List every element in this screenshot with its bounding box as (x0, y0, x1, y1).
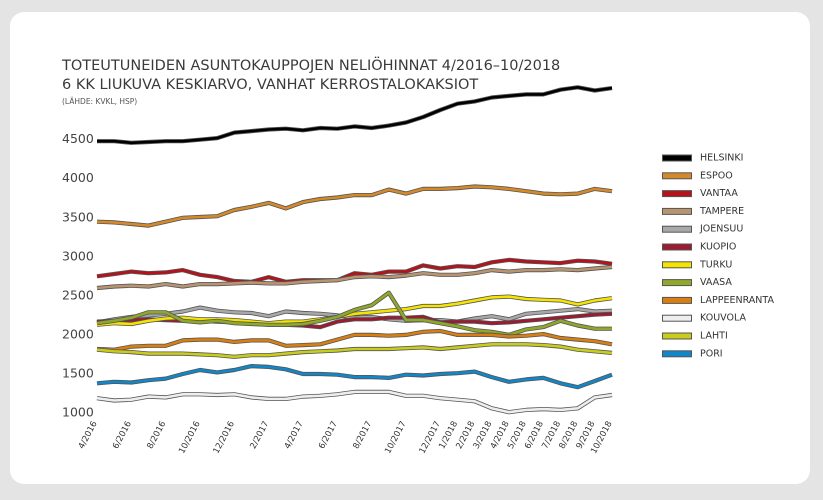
legend-label: KUOPIO (700, 242, 736, 253)
series-line (97, 86, 613, 145)
y-tick-label: 4000 (62, 170, 94, 185)
legend-swatch (663, 280, 691, 286)
chart-source: (LÄHDE: KVKL, HSP) (62, 97, 137, 106)
legend-swatch (663, 297, 691, 303)
series-line (96, 291, 612, 337)
x-tick-label: 4/2016 (77, 420, 100, 451)
legend-swatch (663, 244, 691, 250)
chart-title: TOTEUTUNEIDEN ASUNTOKAUPPOJEN NELIÖHINNA… (61, 56, 560, 74)
legend-swatch (663, 262, 691, 268)
legend-swatch (663, 333, 691, 339)
series-line (96, 295, 613, 327)
legend-swatch (663, 226, 691, 232)
legend-label: LAPPEENRANTA (700, 295, 774, 306)
x-tick-label: 8/2016 (145, 420, 168, 451)
legend-label: JOENSUU (699, 224, 743, 235)
legend-swatch (663, 208, 691, 214)
x-tick-label: 8/2017 (351, 420, 374, 451)
x-tick-label: 6/2016 (111, 420, 134, 451)
chart-subtitle: 6 KK LIUKUVA KESKIARVO, VANHAT KERROSTAL… (62, 77, 478, 93)
legend-label: ESPOO (700, 170, 733, 181)
legend-label: LAHTI (700, 331, 728, 342)
line-outline (96, 342, 613, 359)
legend-label: HELSINKI (700, 153, 743, 164)
series-line (96, 390, 613, 414)
x-tick-label: 12/2016 (212, 420, 237, 456)
legend-label: VAASA (700, 277, 732, 288)
series-line (96, 185, 613, 227)
series-line (96, 258, 613, 284)
legend-label: TAMPERE (699, 206, 744, 217)
y-tick-label: 2000 (62, 326, 94, 341)
y-tick-label: 1500 (62, 365, 94, 380)
x-tick-label: 10/2016 (177, 420, 202, 456)
x-tick-label: 6/2017 (317, 420, 340, 451)
legend-swatch (663, 173, 691, 179)
series-line (96, 343, 613, 359)
series-line (96, 364, 613, 389)
legend-label: TURKU (699, 259, 732, 270)
series-line (96, 329, 613, 351)
legend-label: PORI (700, 348, 723, 359)
legend-swatch (663, 191, 691, 197)
legend-swatch (663, 351, 691, 357)
legend-swatch (663, 315, 691, 321)
y-tick-label: 3500 (62, 209, 94, 224)
x-tick-label: 2/2017 (248, 420, 271, 451)
legend-label: VANTAA (700, 188, 738, 199)
legend-label: KOUVOLA (700, 313, 746, 324)
y-tick-label: 2500 (62, 287, 94, 302)
y-tick-label: 4500 (62, 131, 94, 146)
legend-swatch (663, 155, 691, 161)
x-tick-label: 12/2017 (418, 420, 443, 456)
y-tick-label: 3000 (62, 248, 94, 263)
series-line (96, 265, 613, 290)
y-tick-label: 1000 (62, 405, 94, 420)
x-tick-label: 4/2017 (283, 420, 306, 451)
x-tick-label: 10/2017 (383, 420, 408, 456)
